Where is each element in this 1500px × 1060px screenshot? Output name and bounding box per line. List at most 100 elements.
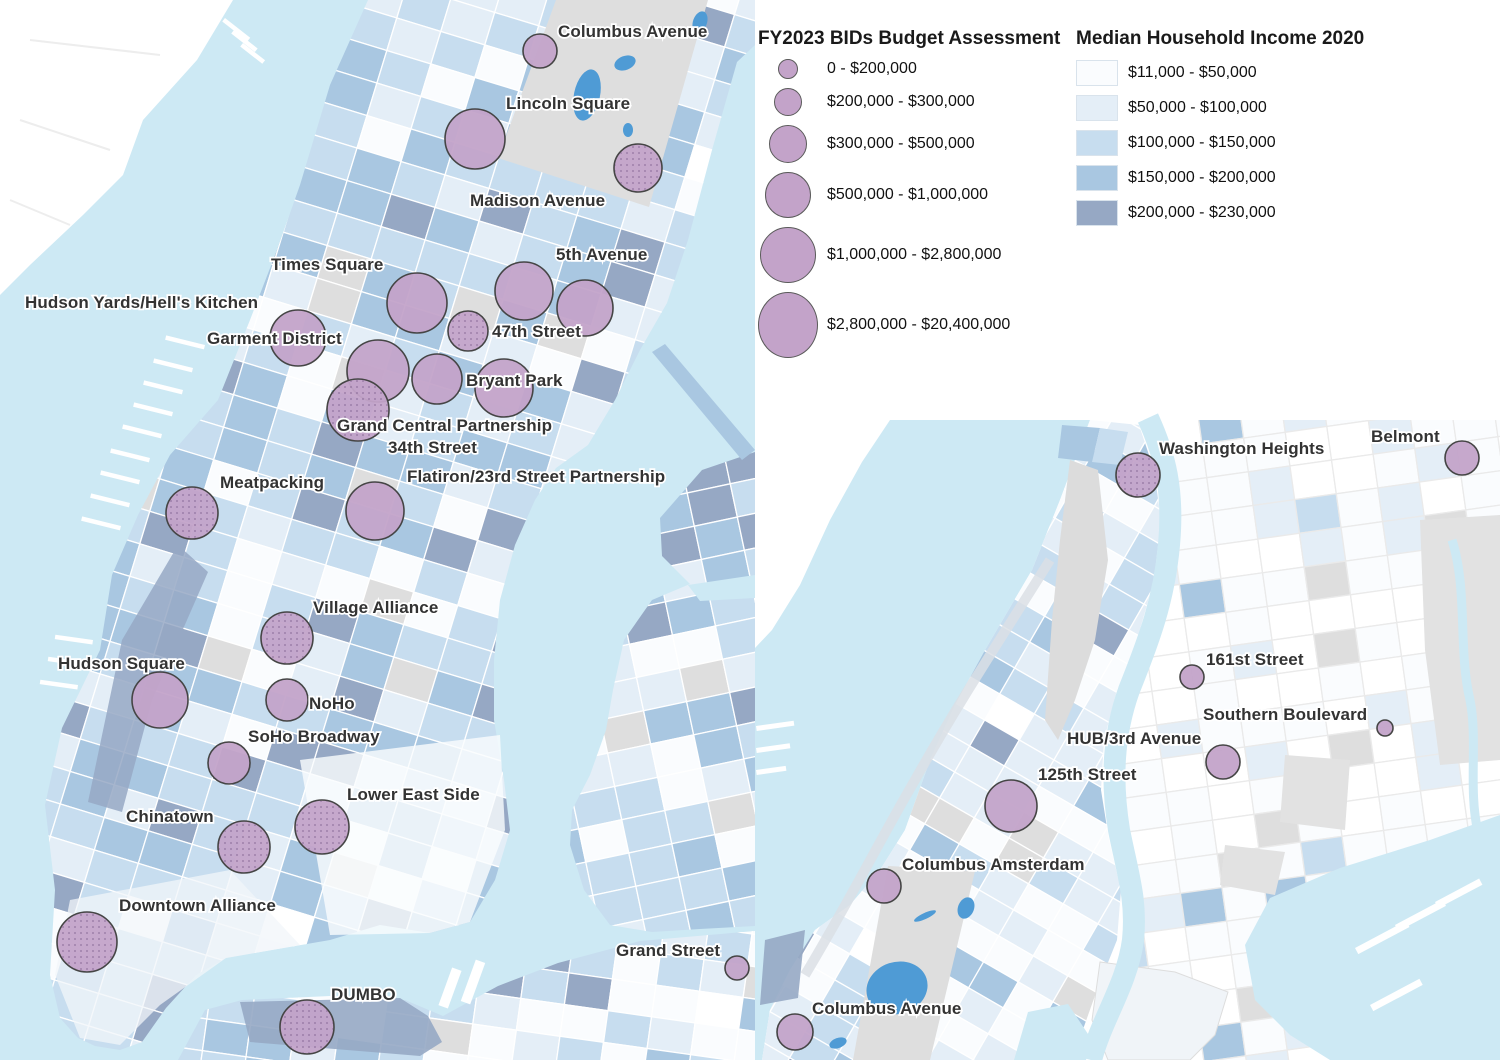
legend-income-item-4: $200,000 - $230,000	[1076, 200, 1364, 226]
bid-bubble-downtown-alliance[interactable]	[56, 911, 118, 973]
riverside-park	[800, 557, 1055, 978]
bid-label-dumbo: DUMBO	[331, 985, 396, 1004]
legend-income-item-1: $50,000 - $100,000	[1076, 95, 1364, 121]
jacqueline-onassis-reservoir	[866, 961, 928, 1015]
harlem-river	[1080, 413, 1182, 1060]
newtown-creek	[688, 575, 755, 601]
bid-label-thirty-fourth-street: 34th Street	[388, 438, 477, 457]
legend-income-label-4: $200,000 - $230,000	[1128, 204, 1276, 221]
legend-budget-item-5: $2,800,000 - $20,400,000	[758, 292, 1060, 358]
bid-bubble-washington-heights[interactable]	[1115, 452, 1161, 498]
bid-bubble-hudson-square[interactable]	[131, 671, 189, 729]
legend-income-swatch-1	[1076, 95, 1118, 121]
legend-budget-label-4: $1,000,000 - $2,800,000	[827, 246, 1002, 263]
legend-income-item-2: $100,000 - $150,000	[1076, 130, 1364, 156]
bid-bubble-forty-seventh-street[interactable]	[447, 310, 489, 352]
bid-label-times-square: Times Square	[271, 255, 383, 274]
bid-bubble-unlabeled-midtown-east[interactable]	[556, 279, 614, 337]
legend-income-item-3: $150,000 - $200,000	[1076, 165, 1364, 191]
bid-label-noho: NoHo	[309, 694, 355, 713]
bid-bubble-bryant-park[interactable]	[474, 358, 534, 418]
bid-bubble-times-square[interactable]	[386, 272, 448, 334]
legend-income-item-0: $11,000 - $50,000	[1076, 60, 1364, 86]
bid-bubble-grand-street[interactable]	[724, 955, 750, 981]
bid-bubble-flatiron-23rd-street-partnership[interactable]	[345, 481, 405, 541]
bid-label-lincoln-square: Lincoln Square	[506, 94, 630, 113]
legend-budget-item-0: 0 - $200,000	[758, 59, 1060, 79]
bid-label-one-sixty-first-street: 161st Street	[1206, 650, 1304, 669]
bid-label-madison-avenue: Madison Avenue	[470, 191, 605, 210]
kingsbridge-tract	[1058, 425, 1100, 462]
bid-bubble-meatpacking[interactable]	[165, 486, 219, 540]
bid-bubble-columbus-avenue-uws[interactable]	[776, 1013, 814, 1051]
pond-upper-east	[692, 11, 708, 33]
bid-label-lower-east-side: Lower East Side	[347, 785, 480, 804]
legend-budget-item-4: $1,000,000 - $2,800,000	[758, 227, 1060, 283]
legend-budget-label-0: 0 - $200,000	[827, 60, 917, 77]
financial-district-tracts	[55, 870, 300, 1045]
legend-budget-label-3: $500,000 - $1,000,000	[827, 186, 989, 203]
bid-bubble-noho[interactable]	[265, 678, 309, 722]
bid-bubble-lower-east-side[interactable]	[294, 799, 350, 855]
legend-income: Median Household Income 2020 $11,000 - $…	[1076, 28, 1364, 235]
bid-bubble-one-twenty-fifth-street[interactable]	[984, 779, 1038, 833]
bid-bubble-hudson-yards-hells-kitchen[interactable]	[269, 309, 327, 367]
bid-bubble-hub-3rd-avenue[interactable]	[1205, 744, 1241, 780]
bid-label-fifth-avenue: 5th Avenue	[556, 245, 647, 264]
bronx-river	[1447, 538, 1483, 834]
lower-east-side-low-income-tracts	[300, 735, 505, 935]
bid-label-grand-central-partnership: Grand Central Partnership	[337, 416, 552, 435]
legend-budget-label-1: $200,000 - $300,000	[827, 93, 975, 110]
bid-label-belmont: Belmont	[1371, 427, 1440, 446]
hudson-piers-north	[755, 720, 795, 775]
bid-bubble-columbus-amsterdam[interactable]	[866, 868, 902, 904]
central-park-lake	[573, 69, 601, 121]
bid-label-forty-seventh-street: 47th Street	[492, 322, 581, 341]
legend-income-title: Median Household Income 2020	[1076, 28, 1365, 49]
bid-bubble-columbus-avenue-uws-north[interactable]	[522, 33, 558, 69]
bid-bubble-soho-broadway[interactable]	[207, 741, 251, 785]
bid-bubble-belmont[interactable]	[1444, 440, 1480, 476]
bid-bubble-one-sixty-first-street[interactable]	[1179, 664, 1205, 690]
harlem-meer	[957, 897, 975, 919]
bid-label-hudson-yards-hells-kitchen: Hudson Yards/Hell's Kitchen	[25, 293, 258, 312]
bid-label-columbus-avenue-uws: Columbus Avenue	[812, 999, 961, 1018]
port-morris-piers	[1355, 878, 1483, 1012]
legend-budget-circle-1	[774, 88, 802, 116]
nj-piers	[222, 17, 266, 64]
legend-income-swatch-2	[1076, 130, 1118, 156]
legend-budget: FY2023 BIDs Budget Assessment 0 - $200,0…	[758, 28, 1060, 368]
new-jersey-land	[0, 0, 233, 295]
bid-bubble-village-alliance[interactable]	[260, 611, 314, 665]
east-river-south-bronx	[1245, 815, 1500, 1060]
bid-bubble-grand-central-partnership[interactable]	[411, 353, 463, 405]
legend-budget-item-1: $200,000 - $300,000	[758, 88, 1060, 116]
conservatory-water	[623, 123, 633, 137]
bid-label-soho-broadway: SoHo Broadway	[248, 727, 380, 746]
legend-income-label-3: $150,000 - $200,000	[1128, 169, 1276, 186]
bid-label-grand-street: Grand Street	[616, 941, 720, 960]
pool-pond	[914, 910, 936, 922]
bid-label-bryant-park: Bryant Park	[466, 371, 563, 390]
bid-bubble-lincoln-square[interactable]	[444, 108, 506, 170]
roosevelt-island	[652, 344, 755, 460]
legend-budget-circle-5	[758, 292, 818, 358]
bid-bubble-chinatown[interactable]	[217, 820, 271, 874]
uws-high-income-tract	[760, 930, 805, 1005]
legend-budget-circle-2	[769, 125, 807, 163]
bid-label-columbus-amsterdam: Columbus Amsterdam	[902, 855, 1085, 874]
legend-income-swatch-4	[1076, 200, 1118, 226]
bid-bubble-dumbo[interactable]	[279, 999, 335, 1055]
bid-label-one-twenty-fifth-street: 125th Street	[1038, 765, 1137, 784]
bid-bubble-fifth-avenue[interactable]	[494, 261, 554, 321]
bid-label-hudson-square: Hudson Square	[58, 654, 185, 673]
legend-budget-title: FY2023 BIDs Budget Assessment	[758, 28, 1061, 49]
central-park-lake-north	[829, 1037, 847, 1049]
bid-labels-layer: Columbus Avenue Lincoln Square Madison Ave…	[23, 20, 1441, 1020]
bid-bubble-madison-avenue[interactable]	[613, 143, 663, 193]
bid-label-downtown-alliance: Downtown Alliance	[119, 896, 276, 915]
bid-bubble-southern-boulevard[interactable]	[1376, 719, 1394, 737]
legend-income-swatch-0	[1076, 60, 1118, 86]
legend-income-label-2: $100,000 - $150,000	[1128, 134, 1276, 151]
